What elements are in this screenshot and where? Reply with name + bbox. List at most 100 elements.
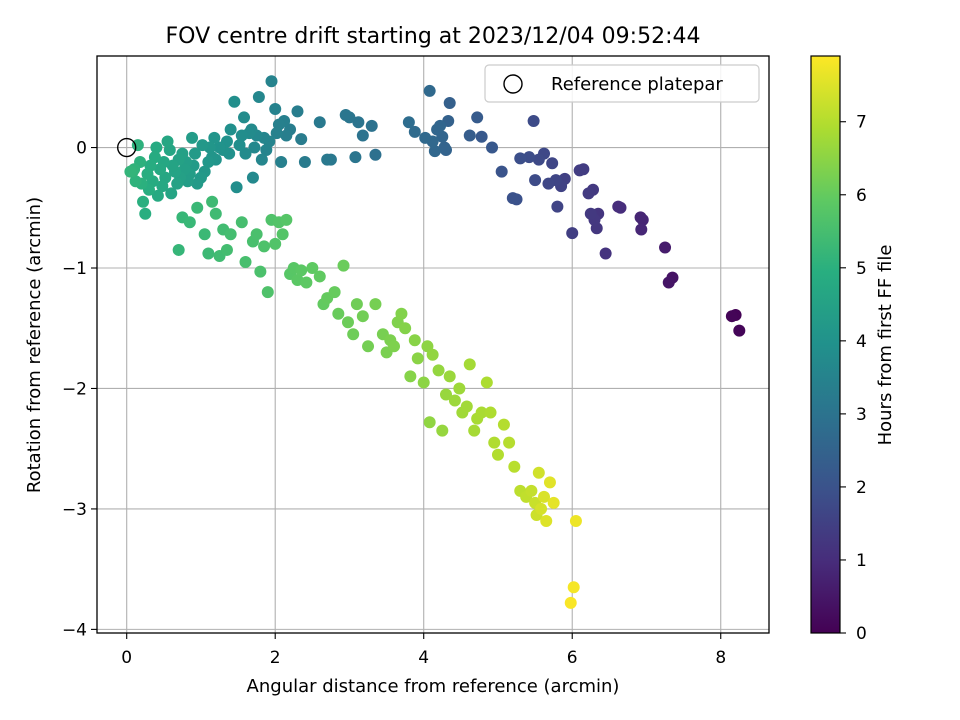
data-point [659,241,672,254]
data-point [612,200,625,213]
colorbar-tick-label: 2 [856,478,867,498]
data-point [432,364,445,377]
data-point [295,133,308,146]
data-point [503,436,516,449]
data-point [411,352,424,365]
data-point [365,119,378,132]
data-point [428,145,441,158]
data-point [191,201,204,214]
legend-entry-label: Reference platepar [551,74,723,95]
chart-title: FOV centre drift starting at 2023/12/04 … [166,24,701,49]
data-point [280,129,293,142]
data-point [209,207,222,220]
data-point [532,466,545,479]
data-point [443,370,456,383]
data-point [417,376,430,389]
data-point [254,265,267,278]
data-point [191,177,204,190]
data-point [131,139,144,152]
data-point [150,141,163,154]
data-point [460,400,473,413]
data-point [438,141,451,154]
data-point [341,316,354,329]
x-tick-label: 0 [121,648,132,668]
data-point [313,116,326,129]
reference-platepar-marker [117,137,137,158]
data-point [202,247,215,260]
data-point [408,125,421,138]
data-point [269,103,282,116]
data-point [395,307,408,320]
data-point [369,148,382,161]
data-point [725,310,738,323]
data-point [582,187,595,200]
data-point [238,111,251,124]
reference-marker-layer [117,137,137,158]
data-point [399,322,412,335]
data-point [196,139,209,152]
data-point [514,152,527,165]
data-point [332,307,345,320]
data-point [468,424,481,437]
legend-box [484,64,760,103]
data-point [497,418,510,431]
data-point [235,129,248,142]
data-point [224,123,237,136]
data-point [551,200,564,213]
x-tick-label: 4 [418,648,429,668]
data-point [362,340,375,353]
colorbar-tick-label: 1 [856,551,867,571]
data-point [475,130,488,143]
data-point [248,141,261,154]
colorbar-ticks: 0 1 2 3 4 5 6 7 [840,113,867,644]
data-point [486,141,499,154]
y-tick-label: 0 [76,139,87,159]
data-point [189,147,202,160]
data-point [471,111,484,124]
data-point [564,596,577,609]
data-point [235,216,248,229]
data-point [635,223,648,236]
data-point [233,139,246,152]
x-tick-label: 2 [270,648,281,668]
data-point [239,255,252,268]
data-point [298,156,311,169]
legend: Reference platepar [484,64,760,103]
data-point [448,394,461,407]
data-point [313,270,326,283]
y-tick-label: −1 [62,259,87,279]
legend-reference-marker [503,74,523,94]
colorbar-tick-label: 5 [856,259,867,279]
data-point [388,340,401,353]
data-point [369,298,382,311]
data-point [733,324,746,337]
data-point [186,131,199,144]
data-point [347,328,360,341]
data-point [255,153,268,166]
data-point [546,157,559,170]
data-point [540,514,553,527]
data-point [484,406,497,419]
colorbar-tick-label: 3 [856,405,867,425]
data-point [321,153,334,166]
data-point [356,129,369,142]
data-point [230,181,243,194]
data-point [567,581,580,594]
data-point [295,264,308,277]
data-point [337,259,350,272]
data-point [538,490,551,503]
data-point [634,211,647,224]
data-point [258,240,271,253]
data-point [523,151,536,164]
data-point [137,195,150,208]
data-point [662,276,675,289]
data-point [431,123,444,136]
data-point [356,310,369,323]
colorbar-label: Hours from first FF file [875,245,896,446]
data-point [139,207,152,220]
data-point [404,370,417,383]
colorbar: 0 1 2 3 4 5 6 7 Hours from first FF file [810,55,896,644]
data-point [172,243,185,256]
data-point [171,177,184,190]
x-tick-label: 8 [715,648,726,668]
